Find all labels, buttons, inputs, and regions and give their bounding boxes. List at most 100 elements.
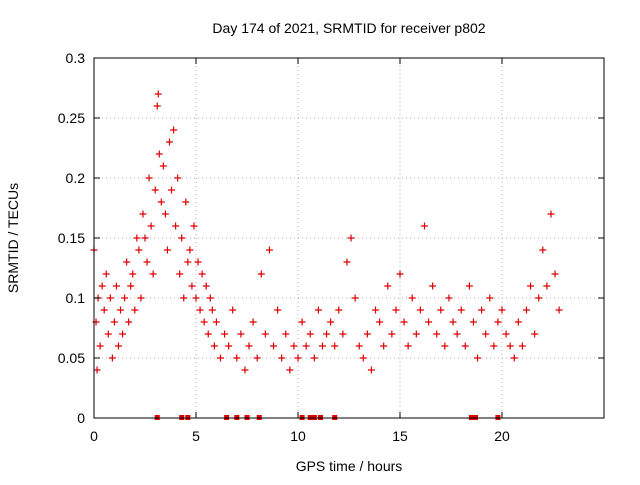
data-point xyxy=(106,294,114,302)
data-point xyxy=(168,186,176,194)
data-point xyxy=(510,354,518,362)
data-point xyxy=(498,306,506,314)
x-tick-label: 5 xyxy=(192,428,200,444)
data-point xyxy=(331,342,339,350)
data-point xyxy=(157,198,165,206)
data-point xyxy=(543,282,551,290)
data-point xyxy=(110,318,118,326)
data-point xyxy=(531,330,539,338)
data-point xyxy=(221,330,229,338)
data-point xyxy=(182,198,190,206)
y-tick-label: 0.15 xyxy=(58,230,85,246)
data-point xyxy=(155,150,163,158)
data-point xyxy=(343,258,351,266)
data-point xyxy=(294,354,302,362)
data-point xyxy=(225,342,233,350)
data-point xyxy=(429,282,437,290)
data-point xyxy=(437,306,445,314)
data-point xyxy=(420,222,428,230)
axis-ticks: 0 0.05 0.1 0.15 0.2 0.25 0.3 0 5 10 15 20 xyxy=(58,50,604,444)
data-point xyxy=(286,366,294,374)
data-point xyxy=(486,294,494,302)
data-point xyxy=(192,294,200,302)
data-point xyxy=(114,342,122,350)
data-point xyxy=(204,330,212,338)
data-point xyxy=(270,342,278,350)
data-point xyxy=(125,318,133,326)
data-point xyxy=(457,306,465,314)
data-point xyxy=(163,246,171,254)
data-point xyxy=(514,318,522,326)
data-point xyxy=(282,330,290,338)
data-point xyxy=(347,234,355,242)
data-point xyxy=(335,306,343,314)
data-point xyxy=(384,282,392,290)
data-point xyxy=(119,330,127,338)
data-point xyxy=(159,162,167,170)
data-point xyxy=(323,330,331,338)
data-point xyxy=(188,282,196,290)
data-point xyxy=(461,342,469,350)
data-point xyxy=(198,270,206,278)
data-point xyxy=(202,282,210,290)
data-point xyxy=(153,102,161,110)
data-point xyxy=(139,210,147,218)
data-point xyxy=(351,294,359,302)
y-tick-label: 0.25 xyxy=(58,110,85,126)
data-point xyxy=(96,342,104,350)
data-point xyxy=(274,306,282,314)
data-point xyxy=(229,306,237,314)
chart-title: Day 174 of 2021, SRMTID for receiver p80… xyxy=(212,20,485,36)
y-tick-label: 0.3 xyxy=(66,50,86,66)
data-point xyxy=(245,342,253,350)
data-point xyxy=(154,90,162,98)
data-point xyxy=(478,306,486,314)
data-point xyxy=(551,270,559,278)
data-point xyxy=(186,246,194,254)
data-point xyxy=(339,330,347,338)
data-point xyxy=(161,210,169,218)
y-tick-label: 0.05 xyxy=(58,350,85,366)
data-point xyxy=(555,306,563,314)
data-point xyxy=(547,210,555,218)
data-point xyxy=(298,318,306,326)
data-point xyxy=(469,318,477,326)
data-point xyxy=(388,330,396,338)
data-point xyxy=(190,222,198,230)
data-point xyxy=(376,318,384,326)
data-point xyxy=(131,306,139,314)
data-point xyxy=(506,342,514,350)
data-point xyxy=(318,342,326,350)
data-point xyxy=(441,342,449,350)
data-point xyxy=(265,246,273,254)
data-point xyxy=(210,342,218,350)
data-point xyxy=(123,258,131,266)
data-point xyxy=(445,294,453,302)
data-point xyxy=(184,258,192,266)
y-axis-label: SRMTID / TECUs xyxy=(5,183,21,293)
data-point xyxy=(135,246,143,254)
data-point xyxy=(147,222,155,230)
data-point xyxy=(367,366,375,374)
data-point xyxy=(474,354,482,362)
data-point xyxy=(216,354,224,362)
data-point xyxy=(355,342,363,350)
data-point xyxy=(253,354,261,362)
data-point xyxy=(408,294,416,302)
data-point xyxy=(433,330,441,338)
data-point xyxy=(212,318,220,326)
data-point xyxy=(502,330,510,338)
data-point xyxy=(172,222,180,230)
data-point xyxy=(522,306,530,314)
x-tick-label: 0 xyxy=(90,428,98,444)
data-point xyxy=(490,342,498,350)
data-point xyxy=(306,330,314,338)
data-point xyxy=(396,270,404,278)
data-point xyxy=(176,270,184,278)
data-point xyxy=(249,318,257,326)
data-point xyxy=(196,306,204,314)
data-point xyxy=(141,234,149,242)
data-point xyxy=(518,342,526,350)
